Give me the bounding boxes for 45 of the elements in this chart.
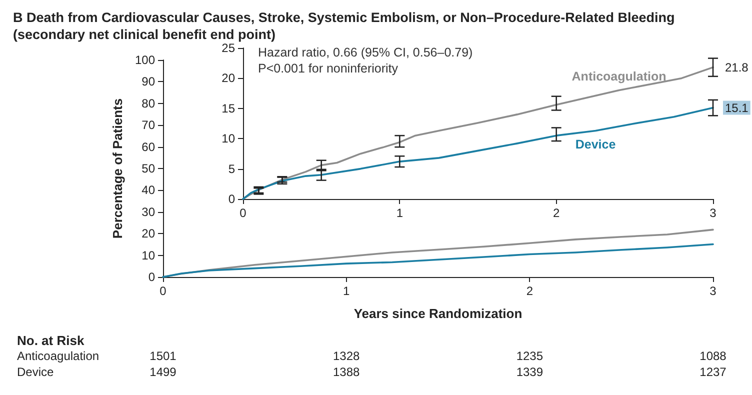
chart-title: B Death from Cardiovascular Causes, Stroke, Systemic Embolism, or Non–Procedure-Related Bleeding (secondary net clinical benefit end point) bbox=[13, 10, 678, 42]
annotation: Hazard ratio, 0.66 (95% CI, 0.56–0.79) bbox=[258, 46, 473, 60]
text: No. at Risk bbox=[17, 333, 85, 348]
y-tick-label: 10 bbox=[142, 248, 156, 262]
x-tick-label: 2 bbox=[526, 284, 534, 298]
y-tick-label: 40 bbox=[142, 183, 156, 198]
data-label: 21.8 bbox=[725, 60, 749, 74]
text: 1501 bbox=[150, 349, 177, 363]
y-tick-label: 10 bbox=[222, 132, 236, 146]
y-tick-label: 80 bbox=[142, 96, 156, 110]
y-tick-label: 20 bbox=[222, 71, 236, 86]
y-tick-label: 0 bbox=[148, 270, 156, 284]
y-tick-label: 90 bbox=[142, 74, 156, 89]
text: 1237 bbox=[700, 365, 727, 379]
y-tick-label: 30 bbox=[142, 204, 156, 219]
y-tick-label: 15 bbox=[222, 101, 236, 116]
x-tick-label: 0 bbox=[240, 206, 247, 220]
annotation: P<0.001 for noninferiority bbox=[258, 62, 399, 76]
series-label: Device bbox=[575, 138, 616, 152]
y-tick-label: 25 bbox=[222, 41, 236, 55]
x-tick-label: 3 bbox=[710, 206, 717, 220]
text: Device bbox=[17, 365, 54, 379]
x-axis-title: Years since Randomization bbox=[354, 306, 522, 321]
text: 1339 bbox=[516, 365, 544, 379]
x-tick-label: 1 bbox=[342, 284, 350, 298]
data-label: 15.1 bbox=[725, 100, 749, 115]
y-tick-label: 50 bbox=[142, 162, 156, 176]
y-tick-label: 0 bbox=[228, 192, 236, 206]
text: 1388 bbox=[332, 365, 360, 379]
text: 1235 bbox=[516, 349, 544, 363]
y-tick-label: 100 bbox=[134, 53, 156, 67]
text: 1328 bbox=[332, 349, 360, 363]
x-tick-label: 3 bbox=[710, 284, 717, 298]
y-axis-title: Percentage of Patients bbox=[110, 98, 126, 239]
y-tick-label: 20 bbox=[142, 226, 156, 241]
text: 1499 bbox=[150, 365, 177, 379]
y-tick-label: 60 bbox=[142, 140, 156, 154]
text: Anticoagulation bbox=[17, 349, 100, 363]
x-tick-label: 1 bbox=[396, 206, 404, 220]
y-tick-label: 70 bbox=[142, 118, 156, 132]
series-label: Anticoagulation bbox=[572, 69, 666, 84]
x-tick-label: 2 bbox=[552, 206, 560, 220]
text: 1088 bbox=[700, 349, 727, 363]
y-tick-label: 5 bbox=[228, 162, 236, 176]
x-tick-label: 0 bbox=[160, 284, 167, 298]
